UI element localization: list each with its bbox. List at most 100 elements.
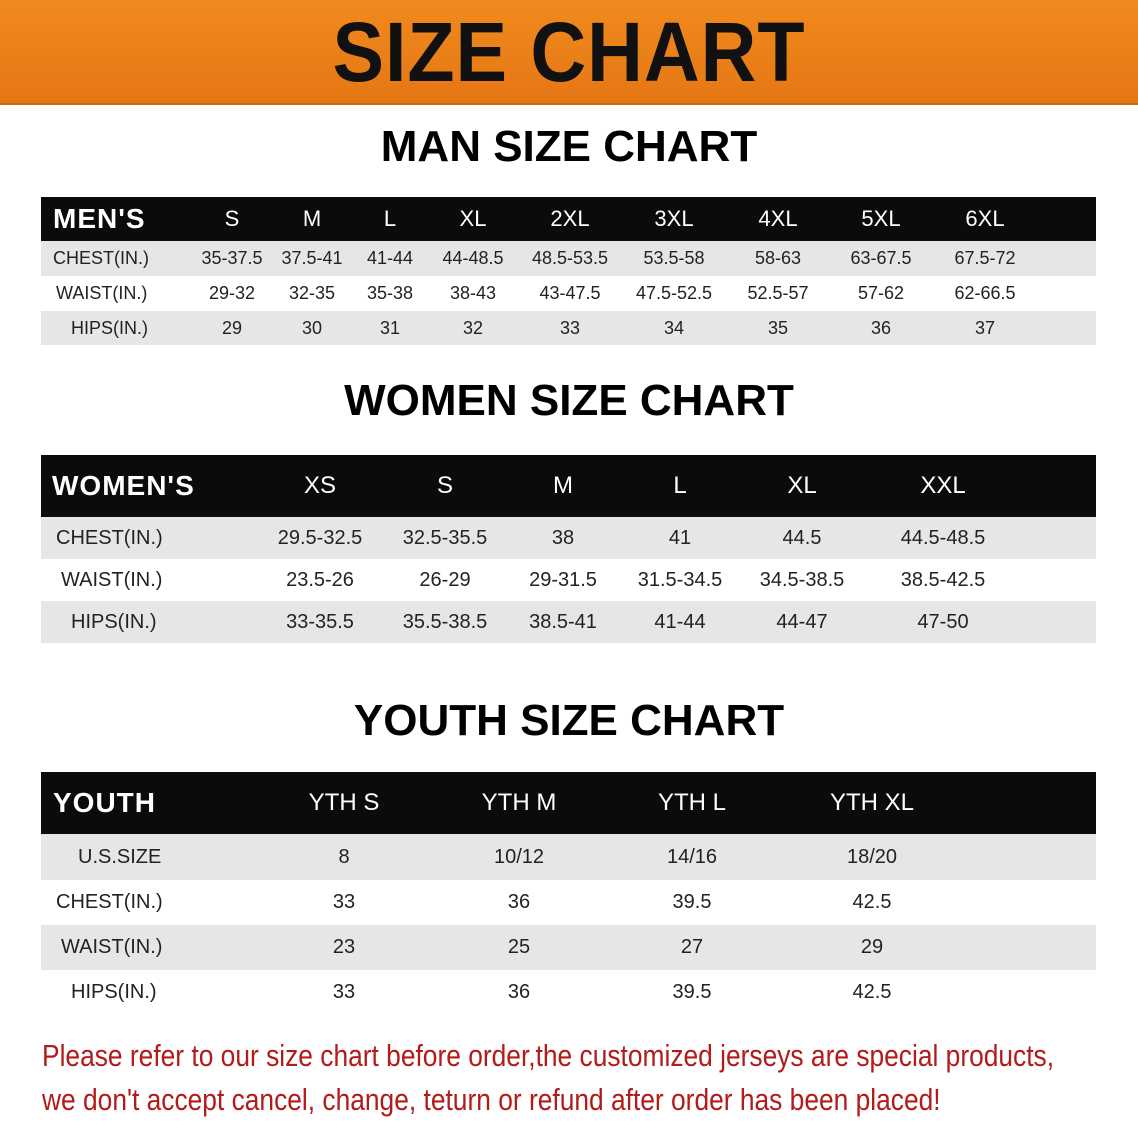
table-cell: 29: [860, 936, 884, 958]
notice-line-2: we don't accept cancel, change, teturn o…: [42, 1082, 941, 1117]
size-header: S: [436, 472, 453, 499]
table-cell: 47-50: [917, 610, 969, 633]
table-row: CHEST(IN.) 29.5-32.5 32.5-35.5 38 41 44.5 44.5…: [41, 517, 1096, 559]
table-cell: 36: [507, 981, 531, 1003]
men-size-table: MEN'S S M L XL 2XL 3XL 4XL 5XL 6XL CHEST(IN.) 35-37…: [41, 197, 1096, 345]
table-cell: 41-44: [654, 610, 706, 633]
table-cell: 44.5: [782, 526, 822, 549]
table-cell: 52.5-57: [747, 283, 809, 303]
table-cell: 29: [221, 317, 243, 338]
table-cell: 42.5: [852, 981, 892, 1003]
table-cell: 38.5-42.5: [900, 568, 986, 591]
table-cell: 34.5-38.5: [759, 568, 845, 591]
size-header: YTH S: [308, 789, 380, 816]
table-cell: 47.5-52.5: [635, 283, 713, 303]
table-cell: 18/20: [846, 845, 898, 868]
women-size-table: WOMEN'S XS S M L XL XXL CHEST(IN.) 29.5-32.5 32.5…: [41, 455, 1096, 643]
table-cell: 32-35: [288, 283, 336, 303]
row-label: WAIST(IN.): [61, 936, 163, 958]
table-cell: 53.5-58: [643, 248, 705, 268]
table-cell: 35.5-38.5: [402, 610, 488, 633]
table-cell: 25: [507, 936, 531, 958]
table-row: CHEST(IN.) 33 36 39.5 42.5: [41, 880, 1096, 925]
table-cell: 8: [338, 845, 350, 868]
size-header: S: [224, 206, 240, 231]
men-chart-title: MAN SIZE CHART: [380, 122, 758, 171]
row-label: CHEST(IN.): [56, 891, 163, 913]
row-label: U.S.SIZE: [78, 845, 162, 868]
size-header: 6XL: [965, 206, 1005, 231]
table-cell: 44-47: [776, 610, 828, 633]
size-header: XXL: [920, 472, 966, 499]
men-header-row: MEN'S S M L XL 2XL 3XL 4XL 5XL 6XL: [41, 197, 1096, 241]
size-header: 3XL: [654, 206, 694, 231]
table-cell: 48.5-53.5: [531, 248, 609, 268]
table-cell: 29-32: [208, 283, 256, 303]
table-cell: 33-35.5: [286, 610, 354, 633]
table-cell: 36: [507, 891, 531, 913]
table-cell: 37: [974, 317, 996, 338]
table-cell: 63-67.5: [850, 248, 912, 268]
table-cell: 37.5-41: [281, 248, 343, 268]
table-cell: 44-48.5: [442, 248, 504, 268]
table-cell: 44.5-48.5: [900, 526, 986, 549]
table-cell: 33: [332, 981, 356, 1003]
table-label: MEN'S: [53, 203, 146, 234]
size-header: 5XL: [861, 206, 901, 231]
row-label: WAIST(IN.): [56, 283, 148, 303]
table-cell: 58-63: [754, 248, 802, 268]
table-cell: 23: [332, 936, 356, 958]
table-label: YOUTH: [53, 787, 156, 818]
table-row: WAIST(IN.) 23.5-26 26-29 29-31.5 31.5-34.5 34…: [41, 559, 1096, 601]
table-row: HIPS(IN.) 33 36 39.5 42.5: [41, 970, 1096, 1015]
size-header: 2XL: [550, 206, 590, 231]
table-cell: 35: [767, 317, 789, 338]
banner: SIZE CHART: [0, 0, 1138, 105]
table-cell: 33: [332, 891, 356, 913]
size-header: XL: [787, 472, 817, 499]
table-cell: 31.5-34.5: [637, 568, 723, 591]
table-cell: 43-47.5: [539, 283, 601, 303]
table-cell: 57-62: [857, 283, 905, 303]
table-row: U.S.SIZE 8 10/12 14/16 18/20: [41, 834, 1096, 880]
size-header: L: [383, 206, 397, 231]
size-header: YTH L: [657, 789, 726, 816]
size-header: XS: [303, 472, 336, 499]
table-cell: 23.5-26: [286, 568, 354, 591]
table-row: WAIST(IN.) 29-32 32-35 35-38 38-43 43-47.5 47.…: [41, 276, 1096, 311]
notice-line-1: Please refer to our size chart before or…: [42, 1038, 1055, 1073]
table-cell: 38-43: [449, 283, 497, 303]
table-cell: 29-31.5: [529, 568, 597, 591]
table-cell: 14/16: [666, 845, 718, 868]
table-cell: 39.5: [672, 981, 712, 1003]
row-label: HIPS(IN.): [71, 610, 157, 633]
table-row: CHEST(IN.) 35-37.5 37.5-41 41-44 44-48.5 48.5…: [41, 241, 1096, 276]
table-cell: 41: [668, 526, 692, 549]
size-header: YTH XL: [829, 789, 915, 816]
women-header-row: WOMEN'S XS S M L XL XXL: [41, 455, 1096, 517]
women-chart-title: WOMEN SIZE CHART: [344, 376, 794, 425]
row-label: WAIST(IN.): [61, 568, 163, 591]
table-cell: 10/12: [493, 845, 545, 868]
table-row: HIPS(IN.) 29 30 31 32 33 34 35 36 37: [41, 311, 1096, 345]
size-header: L: [673, 472, 687, 499]
banner-title: SIZE CHART: [332, 5, 806, 99]
youth-header-row: YOUTH YTH S YTH M YTH L YTH XL: [41, 772, 1096, 834]
table-cell: 39.5: [672, 891, 712, 913]
table-cell: 32: [462, 317, 484, 338]
youth-size-table: YOUTH YTH S YTH M YTH L YTH XL U.S.SIZE 8 10/12…: [41, 772, 1096, 1015]
table-cell: 35-38: [366, 283, 414, 303]
row-label: HIPS(IN.): [71, 317, 149, 338]
table-cell: 38: [551, 526, 575, 549]
table-cell: 33: [559, 317, 581, 338]
row-label: CHEST(IN.): [56, 526, 163, 549]
table-cell: 35-37.5: [201, 248, 263, 268]
youth-chart-title: YOUTH SIZE CHART: [353, 696, 785, 745]
table-cell: 36: [870, 317, 892, 338]
size-header: M: [302, 206, 322, 231]
table-cell: 27: [680, 936, 704, 958]
table-label: WOMEN'S: [52, 470, 195, 501]
table-cell: 42.5: [852, 891, 892, 913]
table-cell: 41-44: [366, 248, 414, 268]
